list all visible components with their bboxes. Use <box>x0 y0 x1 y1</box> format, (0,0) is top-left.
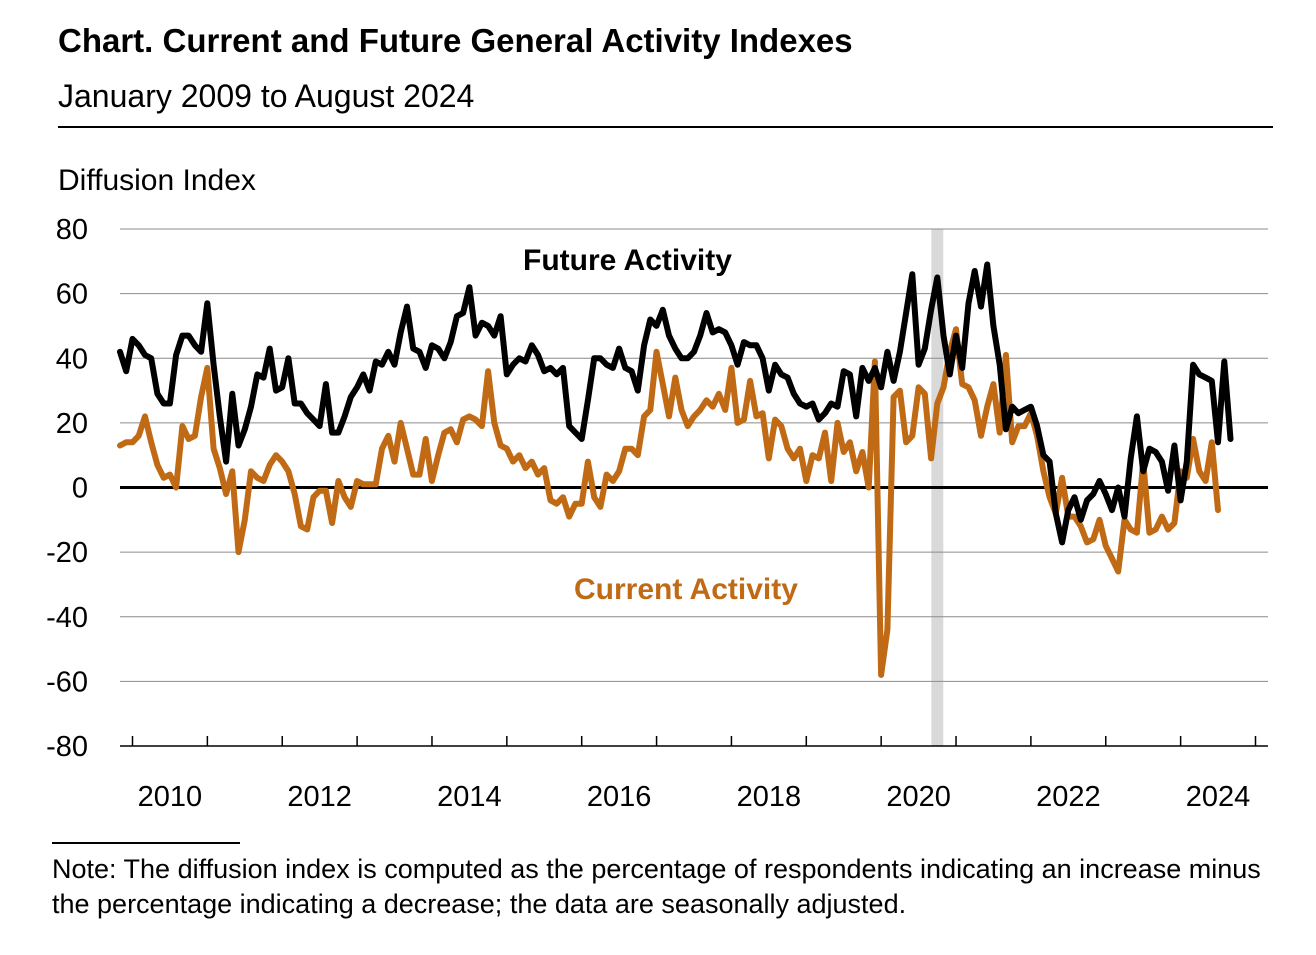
y-tick-label: -60 <box>46 666 88 698</box>
x-axis <box>120 486 1268 747</box>
y-tick-label: -80 <box>46 731 88 763</box>
note-divider <box>52 842 240 844</box>
x-tick-label: 2016 <box>587 781 652 813</box>
y-tick-label: 0 <box>72 473 88 505</box>
chart-title: Chart. Current and Future General Activi… <box>58 22 853 59</box>
series-lines <box>117 261 1234 678</box>
x-tick-label: 2010 <box>138 781 203 813</box>
y-axis-ticks: 80 60 40 20 0 -20 -40 -60 -80 <box>46 214 88 763</box>
x-tick-label: 2022 <box>1036 781 1101 813</box>
y-tick-label: 40 <box>56 343 88 375</box>
y-tick-label: -40 <box>46 602 88 634</box>
future-activity-line <box>117 261 1234 546</box>
x-tick-label: 2012 <box>287 781 352 813</box>
x-axis-ticks: 2010 2012 2014 2016 2018 2020 2022 2024 <box>131 736 1257 813</box>
x-tick-label: 2020 <box>886 781 951 813</box>
current-activity-label: Current Activity <box>574 573 798 606</box>
y-tick-label: 20 <box>56 408 88 440</box>
x-tick-label: 2014 <box>437 781 502 813</box>
chart-subtitle: January 2009 to August 2024 <box>58 78 475 114</box>
y-tick-label: 80 <box>56 214 88 246</box>
x-tick-label: 2018 <box>737 781 802 813</box>
y-tick-label: -20 <box>46 537 88 569</box>
title-divider <box>58 126 1273 128</box>
future-activity-label: Future Activity <box>523 244 732 277</box>
x-tick-label: 2024 <box>1186 781 1251 813</box>
chart-note: Note: The diffusion index is computed as… <box>52 854 1261 919</box>
y-tick-label: 60 <box>56 279 88 311</box>
y-axis-label: Diffusion Index <box>58 164 256 197</box>
